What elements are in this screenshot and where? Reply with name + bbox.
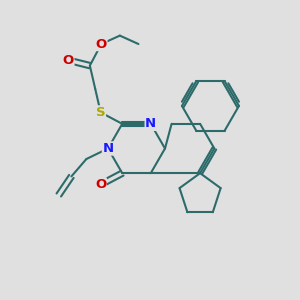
Text: O: O — [96, 38, 107, 50]
Text: N: N — [145, 117, 156, 130]
Text: O: O — [95, 178, 106, 191]
Text: O: O — [63, 54, 74, 67]
Text: S: S — [96, 106, 106, 119]
Text: N: N — [102, 142, 114, 155]
